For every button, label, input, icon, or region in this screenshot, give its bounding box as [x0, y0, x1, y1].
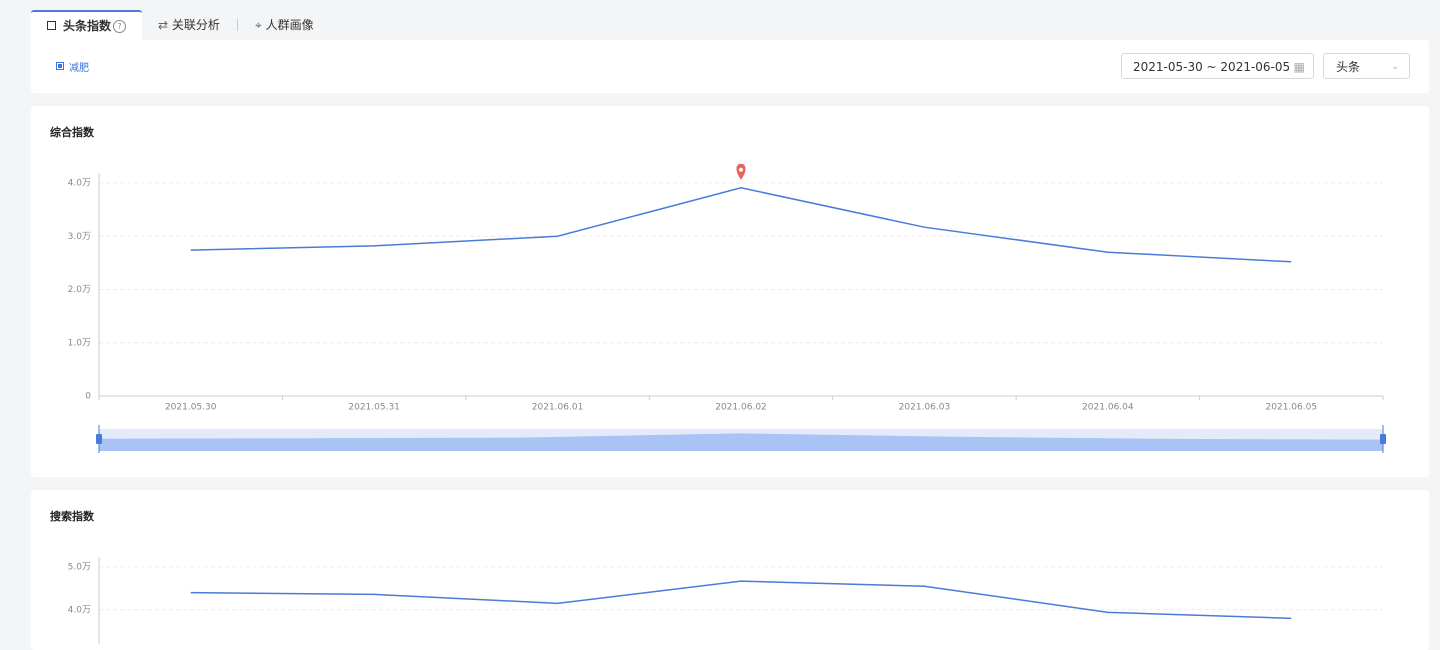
date-picker[interactable]: 2021-05-30 ~ 2021-06-05 ▦ [1121, 53, 1314, 79]
y-tick-label: 0 [85, 392, 91, 402]
y-tick-label: 2.0万 [68, 285, 91, 295]
y-tick-label: 5.0万 [68, 563, 91, 573]
x-tick-label: 2021.06.02 [715, 403, 767, 413]
line [190, 187, 1292, 263]
x-tick-label: 2021.06.05 [1266, 403, 1318, 413]
tab-divider [237, 19, 238, 31]
tab-label: 关联分析 [171, 18, 220, 32]
chart-title: 综合指数 [50, 126, 94, 139]
chart-card [31, 490, 1429, 650]
tab[interactable]: ⌖ 人群画像 [255, 18, 314, 32]
x-tick-label: 2021.06.01 [532, 403, 584, 413]
zoom-handle [96, 434, 102, 444]
source-select[interactable]: 头条 ⌄ [1323, 53, 1410, 79]
zoom-handle [1380, 434, 1386, 444]
zoom-area [99, 433, 1383, 451]
x-tick-label: 2021.05.31 [348, 403, 400, 413]
tab-icon [47, 21, 56, 30]
source: 头条 [1336, 60, 1361, 74]
x-tick-label: 2021.05.30 [165, 403, 217, 413]
y-tick-label: 3.0万 [68, 232, 91, 242]
tab[interactable]: ⇄ 关联分析 [158, 18, 220, 32]
date-range: 2021-05-30 ~ 2021-06-05 [1133, 60, 1291, 74]
tab-label: 头条指数 [63, 19, 112, 33]
help-icon[interactable]: ? [113, 20, 126, 33]
chart-card [31, 106, 1429, 477]
peak-marker-dot [739, 167, 743, 172]
y-tick-label: 1.0万 [68, 338, 91, 348]
y-tick-label: 4.0万 [68, 179, 91, 189]
x-tick-label: 2021.06.03 [899, 403, 951, 413]
y-tick-label: 4.0万 [68, 605, 91, 615]
keyword[interactable]: 减肥 [69, 63, 89, 74]
tab-label: 人群画像 [265, 18, 314, 32]
x-tick-label: 2021.06.04 [1082, 403, 1134, 413]
chart-title: 搜索指数 [50, 510, 94, 523]
tab-active[interactable]: 头条指数 ? [31, 10, 142, 40]
keyword-icon [56, 62, 64, 70]
line [190, 580, 1292, 620]
